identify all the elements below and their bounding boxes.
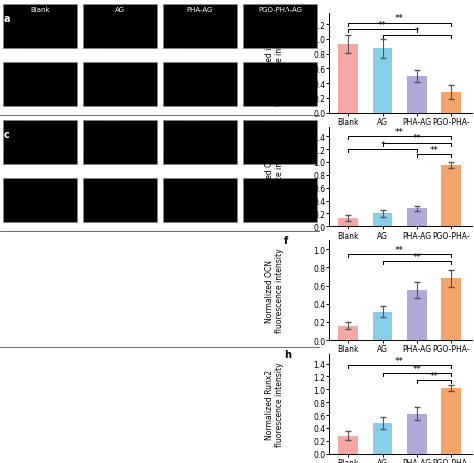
Text: c: c xyxy=(3,130,9,140)
Text: **: ** xyxy=(395,245,404,254)
Text: g: g xyxy=(3,361,10,371)
Bar xyxy=(407,76,427,113)
FancyBboxPatch shape xyxy=(243,5,317,49)
Text: **: ** xyxy=(395,128,404,137)
FancyBboxPatch shape xyxy=(163,5,237,49)
FancyBboxPatch shape xyxy=(243,63,317,106)
Bar xyxy=(338,219,358,227)
Bar xyxy=(441,166,461,227)
Bar xyxy=(441,279,461,340)
Bar xyxy=(407,209,427,227)
Text: f: f xyxy=(284,236,288,246)
Bar xyxy=(338,436,358,454)
Text: **: ** xyxy=(395,356,404,365)
Text: **: ** xyxy=(412,252,421,261)
Bar xyxy=(441,388,461,454)
Text: PHA-AG: PHA-AG xyxy=(187,7,213,13)
Text: *: * xyxy=(415,27,419,36)
Bar xyxy=(407,414,427,454)
Bar xyxy=(373,423,392,454)
Text: h: h xyxy=(284,349,291,359)
FancyBboxPatch shape xyxy=(243,178,317,222)
FancyBboxPatch shape xyxy=(3,63,77,106)
Text: **: ** xyxy=(378,21,387,30)
FancyBboxPatch shape xyxy=(83,5,157,49)
Text: **: ** xyxy=(412,134,421,143)
Text: b: b xyxy=(284,9,291,19)
FancyBboxPatch shape xyxy=(83,120,157,164)
Text: **: ** xyxy=(429,371,438,380)
Text: AG: AG xyxy=(115,7,125,13)
FancyBboxPatch shape xyxy=(163,63,237,106)
Text: **: ** xyxy=(412,364,421,373)
Text: PGO-PHA-AG: PGO-PHA-AG xyxy=(258,7,302,13)
FancyBboxPatch shape xyxy=(83,178,157,222)
Text: **: ** xyxy=(395,14,404,23)
Text: Blank: Blank xyxy=(30,7,50,13)
Text: **: ** xyxy=(429,146,438,155)
Text: e: e xyxy=(3,245,10,256)
Bar xyxy=(338,45,358,113)
FancyBboxPatch shape xyxy=(3,178,77,222)
Bar xyxy=(407,291,427,340)
FancyBboxPatch shape xyxy=(163,120,237,164)
Bar xyxy=(441,93,461,113)
Text: *: * xyxy=(380,141,385,150)
Bar xyxy=(373,49,392,113)
FancyBboxPatch shape xyxy=(83,63,157,106)
Y-axis label: Normalized Runx2
fluorescence intensity: Normalized Runx2 fluorescence intensity xyxy=(264,362,284,446)
Text: d: d xyxy=(284,122,291,132)
Bar xyxy=(338,326,358,340)
Bar xyxy=(373,312,392,340)
Bar xyxy=(373,214,392,227)
Text: a: a xyxy=(3,14,9,24)
Y-axis label: Normalized OCN
fluorescence intensity: Normalized OCN fluorescence intensity xyxy=(264,248,284,333)
FancyBboxPatch shape xyxy=(163,178,237,222)
FancyBboxPatch shape xyxy=(3,5,77,49)
FancyBboxPatch shape xyxy=(3,120,77,164)
FancyBboxPatch shape xyxy=(243,120,317,164)
Y-axis label: Normalized CD206
fluorescence intensity: Normalized CD206 fluorescence intensity xyxy=(264,135,284,219)
Y-axis label: Normalized iNOS
fluorescence intensity: Normalized iNOS fluorescence intensity xyxy=(264,21,284,106)
